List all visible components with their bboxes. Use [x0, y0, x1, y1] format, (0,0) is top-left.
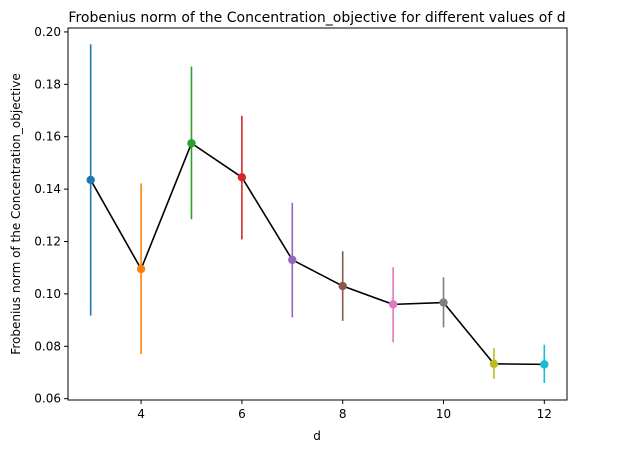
- data-point: [136, 264, 146, 274]
- x-tick-label: 10: [436, 407, 451, 421]
- x-tick-label: 6: [238, 407, 246, 421]
- y-tick-label: 0.16: [34, 130, 61, 144]
- data-point: [187, 139, 196, 148]
- x-axis-label: d: [313, 429, 321, 443]
- series: [86, 44, 549, 383]
- y-tick-label: 0.08: [34, 339, 61, 353]
- data-point: [237, 173, 247, 182]
- plot-area: 4 6 8 10 12 0.06 0.08 0.10 0.12 0.14 0.16 0.18 0.20: [34, 25, 568, 421]
- plot-frame: [67, 27, 568, 401]
- y-tick-label: 0.12: [34, 235, 61, 249]
- data-point: [540, 360, 549, 369]
- x-axis: 4 6 8 10 12: [137, 400, 552, 421]
- y-tick-label: 0.10: [34, 287, 61, 301]
- data-point: [338, 281, 347, 291]
- chart-title: Frobenius norm of the Concentration_obje…: [68, 10, 565, 26]
- data-point: [388, 300, 398, 309]
- data-point: [86, 175, 95, 185]
- x-tick-label: 8: [339, 407, 347, 421]
- y-tick-label: 0.06: [34, 392, 61, 406]
- y-tick-label: 0.14: [34, 182, 61, 196]
- y-tick-label: 0.18: [34, 77, 61, 91]
- y-axis-label: Frobenius norm of the Concentration_obje…: [9, 73, 23, 354]
- y-axis: 0.06 0.08 0.10 0.12 0.14 0.16 0.18 0.20: [34, 25, 68, 406]
- x-tick-label: 4: [137, 407, 145, 421]
- data-point: [489, 359, 499, 369]
- data-point: [288, 255, 297, 265]
- y-tick-label: 0.20: [34, 25, 61, 39]
- data-point: [439, 298, 448, 307]
- mean-line: [89, 142, 545, 366]
- x-tick-label: 12: [537, 407, 552, 421]
